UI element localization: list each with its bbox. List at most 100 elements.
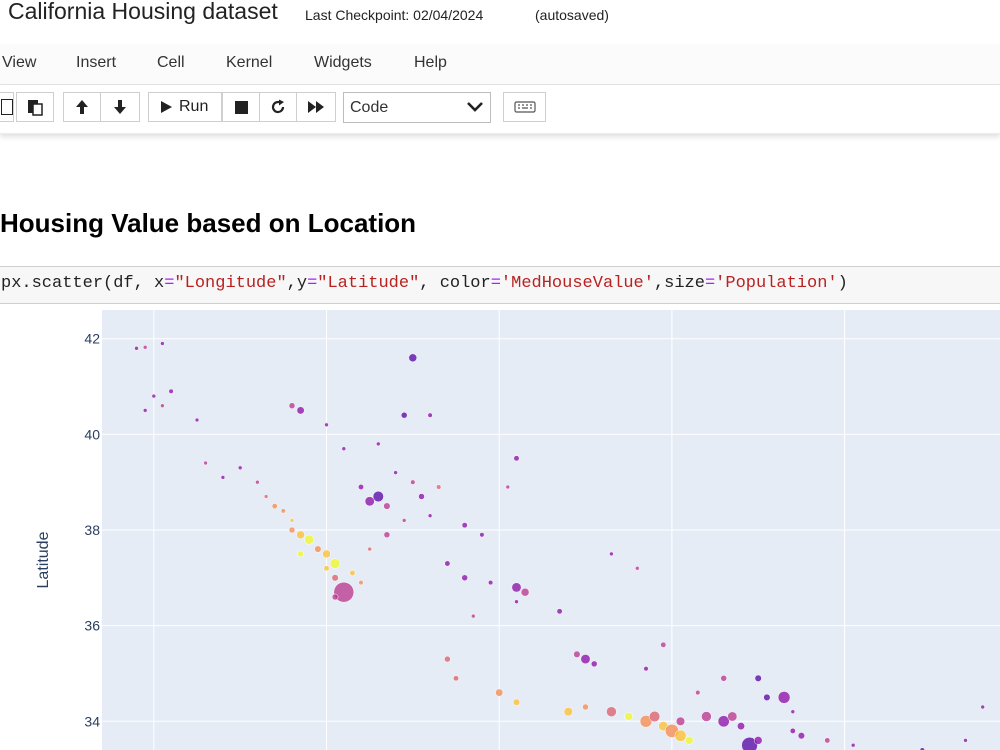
scatter-point[interactable] — [471, 613, 476, 619]
scatter-point[interactable] — [790, 709, 796, 714]
scatter-point[interactable] — [304, 534, 315, 545]
scatter-point[interactable] — [367, 546, 372, 552]
cell-type-select[interactable]: Code — [343, 92, 491, 123]
scatter-point[interactable] — [436, 484, 442, 490]
code-cell[interactable]: px.scatter(df, x="Longitude",y="Latitude… — [0, 266, 1000, 304]
scatter-point[interactable] — [364, 496, 375, 507]
scatter-point[interactable] — [590, 660, 598, 668]
scatter-point[interactable] — [383, 502, 391, 510]
scatter-point[interactable] — [514, 599, 519, 604]
scatter-point[interactable] — [963, 738, 968, 743]
scatter-point[interactable] — [400, 411, 408, 419]
scatter-point[interactable] — [660, 641, 667, 648]
menu-kernel[interactable]: Kernel — [226, 54, 273, 71]
scatter-point[interactable] — [314, 545, 322, 553]
scatter-point[interactable] — [727, 711, 738, 722]
scatter-point[interactable] — [410, 479, 416, 485]
code-line[interactable]: px.scatter(df, x="Longitude",y="Latitude… — [1, 274, 848, 293]
menu-help[interactable]: Help — [414, 54, 447, 71]
scatter-point[interactable] — [408, 353, 418, 363]
scatter-point[interactable] — [142, 408, 148, 413]
scatter-point[interactable] — [461, 522, 468, 529]
scatter-points[interactable] — [134, 341, 985, 750]
scatter-point[interactable] — [220, 475, 226, 480]
scatter-point[interactable] — [453, 675, 459, 682]
scatter-point[interactable] — [160, 403, 165, 408]
scatter-point[interactable] — [850, 742, 856, 748]
scatter-point[interactable] — [255, 479, 260, 485]
scatter-point[interactable] — [606, 706, 617, 717]
menu-insert[interactable]: Insert — [76, 54, 117, 71]
scatter-point[interactable] — [372, 490, 384, 503]
move-down-button[interactable] — [100, 92, 140, 122]
scatter-point[interactable] — [418, 493, 425, 500]
scatter-point[interactable] — [427, 412, 433, 418]
scatter-point[interactable] — [444, 655, 451, 663]
scatter-point[interactable] — [754, 674, 762, 682]
scatter-point[interactable] — [701, 711, 712, 722]
scatter-point[interactable] — [649, 710, 661, 723]
scatter-point[interactable] — [563, 707, 573, 717]
scatter-point[interactable] — [461, 574, 468, 582]
scatter-point[interactable] — [684, 736, 694, 745]
scatter-plot[interactable]: 42 40 38 36 34 Latitude — [0, 305, 1000, 750]
scatter-point[interactable] — [271, 503, 278, 510]
scatter-point[interactable] — [520, 587, 530, 597]
scatter-point[interactable] — [737, 722, 745, 731]
scatter-point[interactable] — [753, 736, 763, 745]
scatter-point[interactable] — [573, 650, 581, 658]
scatter-point[interactable] — [513, 455, 520, 462]
stop-button[interactable] — [222, 92, 260, 122]
scatter-point[interactable] — [341, 446, 347, 451]
scatter-point[interactable] — [322, 549, 331, 559]
scatter-point[interactable] — [194, 417, 200, 423]
scatter-point[interactable] — [512, 698, 521, 706]
scatter-point[interactable] — [675, 716, 686, 726]
scatter-point[interactable] — [488, 580, 494, 586]
scatter-point[interactable] — [160, 341, 165, 346]
scatter-point[interactable] — [288, 402, 296, 409]
scatter-point[interactable] — [288, 526, 296, 534]
scatter-point[interactable] — [720, 675, 727, 682]
scatter-point[interactable] — [393, 470, 398, 475]
scatter-point[interactable] — [580, 654, 591, 665]
scatter-point[interactable] — [609, 551, 614, 557]
scatter-point[interactable] — [505, 484, 511, 490]
scatter-point[interactable] — [142, 345, 148, 350]
scatter-point[interactable] — [349, 570, 356, 576]
move-up-button[interactable] — [63, 92, 101, 122]
restart-button[interactable] — [259, 92, 297, 122]
scatter-point[interactable] — [280, 508, 286, 514]
scatter-point[interactable] — [763, 693, 771, 701]
scatter-point[interactable] — [358, 580, 364, 586]
scatter-point[interactable] — [824, 737, 831, 744]
scatter-point[interactable] — [331, 574, 339, 582]
scatter-point[interactable] — [797, 732, 805, 740]
keyboard-shortcuts-button[interactable] — [503, 92, 546, 122]
scatter-point[interactable] — [741, 736, 758, 750]
scatter-point[interactable] — [329, 558, 341, 569]
scatter-point[interactable] — [297, 550, 304, 558]
scatter-point[interactable] — [624, 712, 633, 721]
scatter-point[interactable] — [643, 666, 649, 672]
scatter-point[interactable] — [582, 703, 589, 711]
scatter-point[interactable] — [717, 715, 730, 728]
scatter-point[interactable] — [263, 494, 269, 499]
scatter-point[interactable] — [168, 388, 174, 394]
scatter-point[interactable] — [777, 691, 791, 704]
fast-forward-button[interactable] — [296, 92, 336, 122]
scatter-point[interactable] — [203, 460, 208, 466]
scatter-point[interactable] — [401, 518, 407, 523]
scatter-point[interactable] — [376, 441, 381, 447]
scatter-point[interactable] — [151, 393, 157, 399]
scatter-point[interactable] — [296, 406, 305, 415]
scatter-point[interactable] — [444, 560, 451, 567]
scatter-point[interactable] — [324, 422, 329, 428]
scatter-point[interactable] — [980, 704, 985, 710]
paste-button[interactable] — [16, 92, 54, 122]
scatter-point[interactable] — [556, 608, 563, 615]
scatter-point[interactable] — [333, 581, 355, 603]
menu-view[interactable]: View — [2, 54, 37, 71]
menu-cell[interactable]: Cell — [157, 54, 185, 71]
scatter-point[interactable] — [383, 531, 391, 539]
